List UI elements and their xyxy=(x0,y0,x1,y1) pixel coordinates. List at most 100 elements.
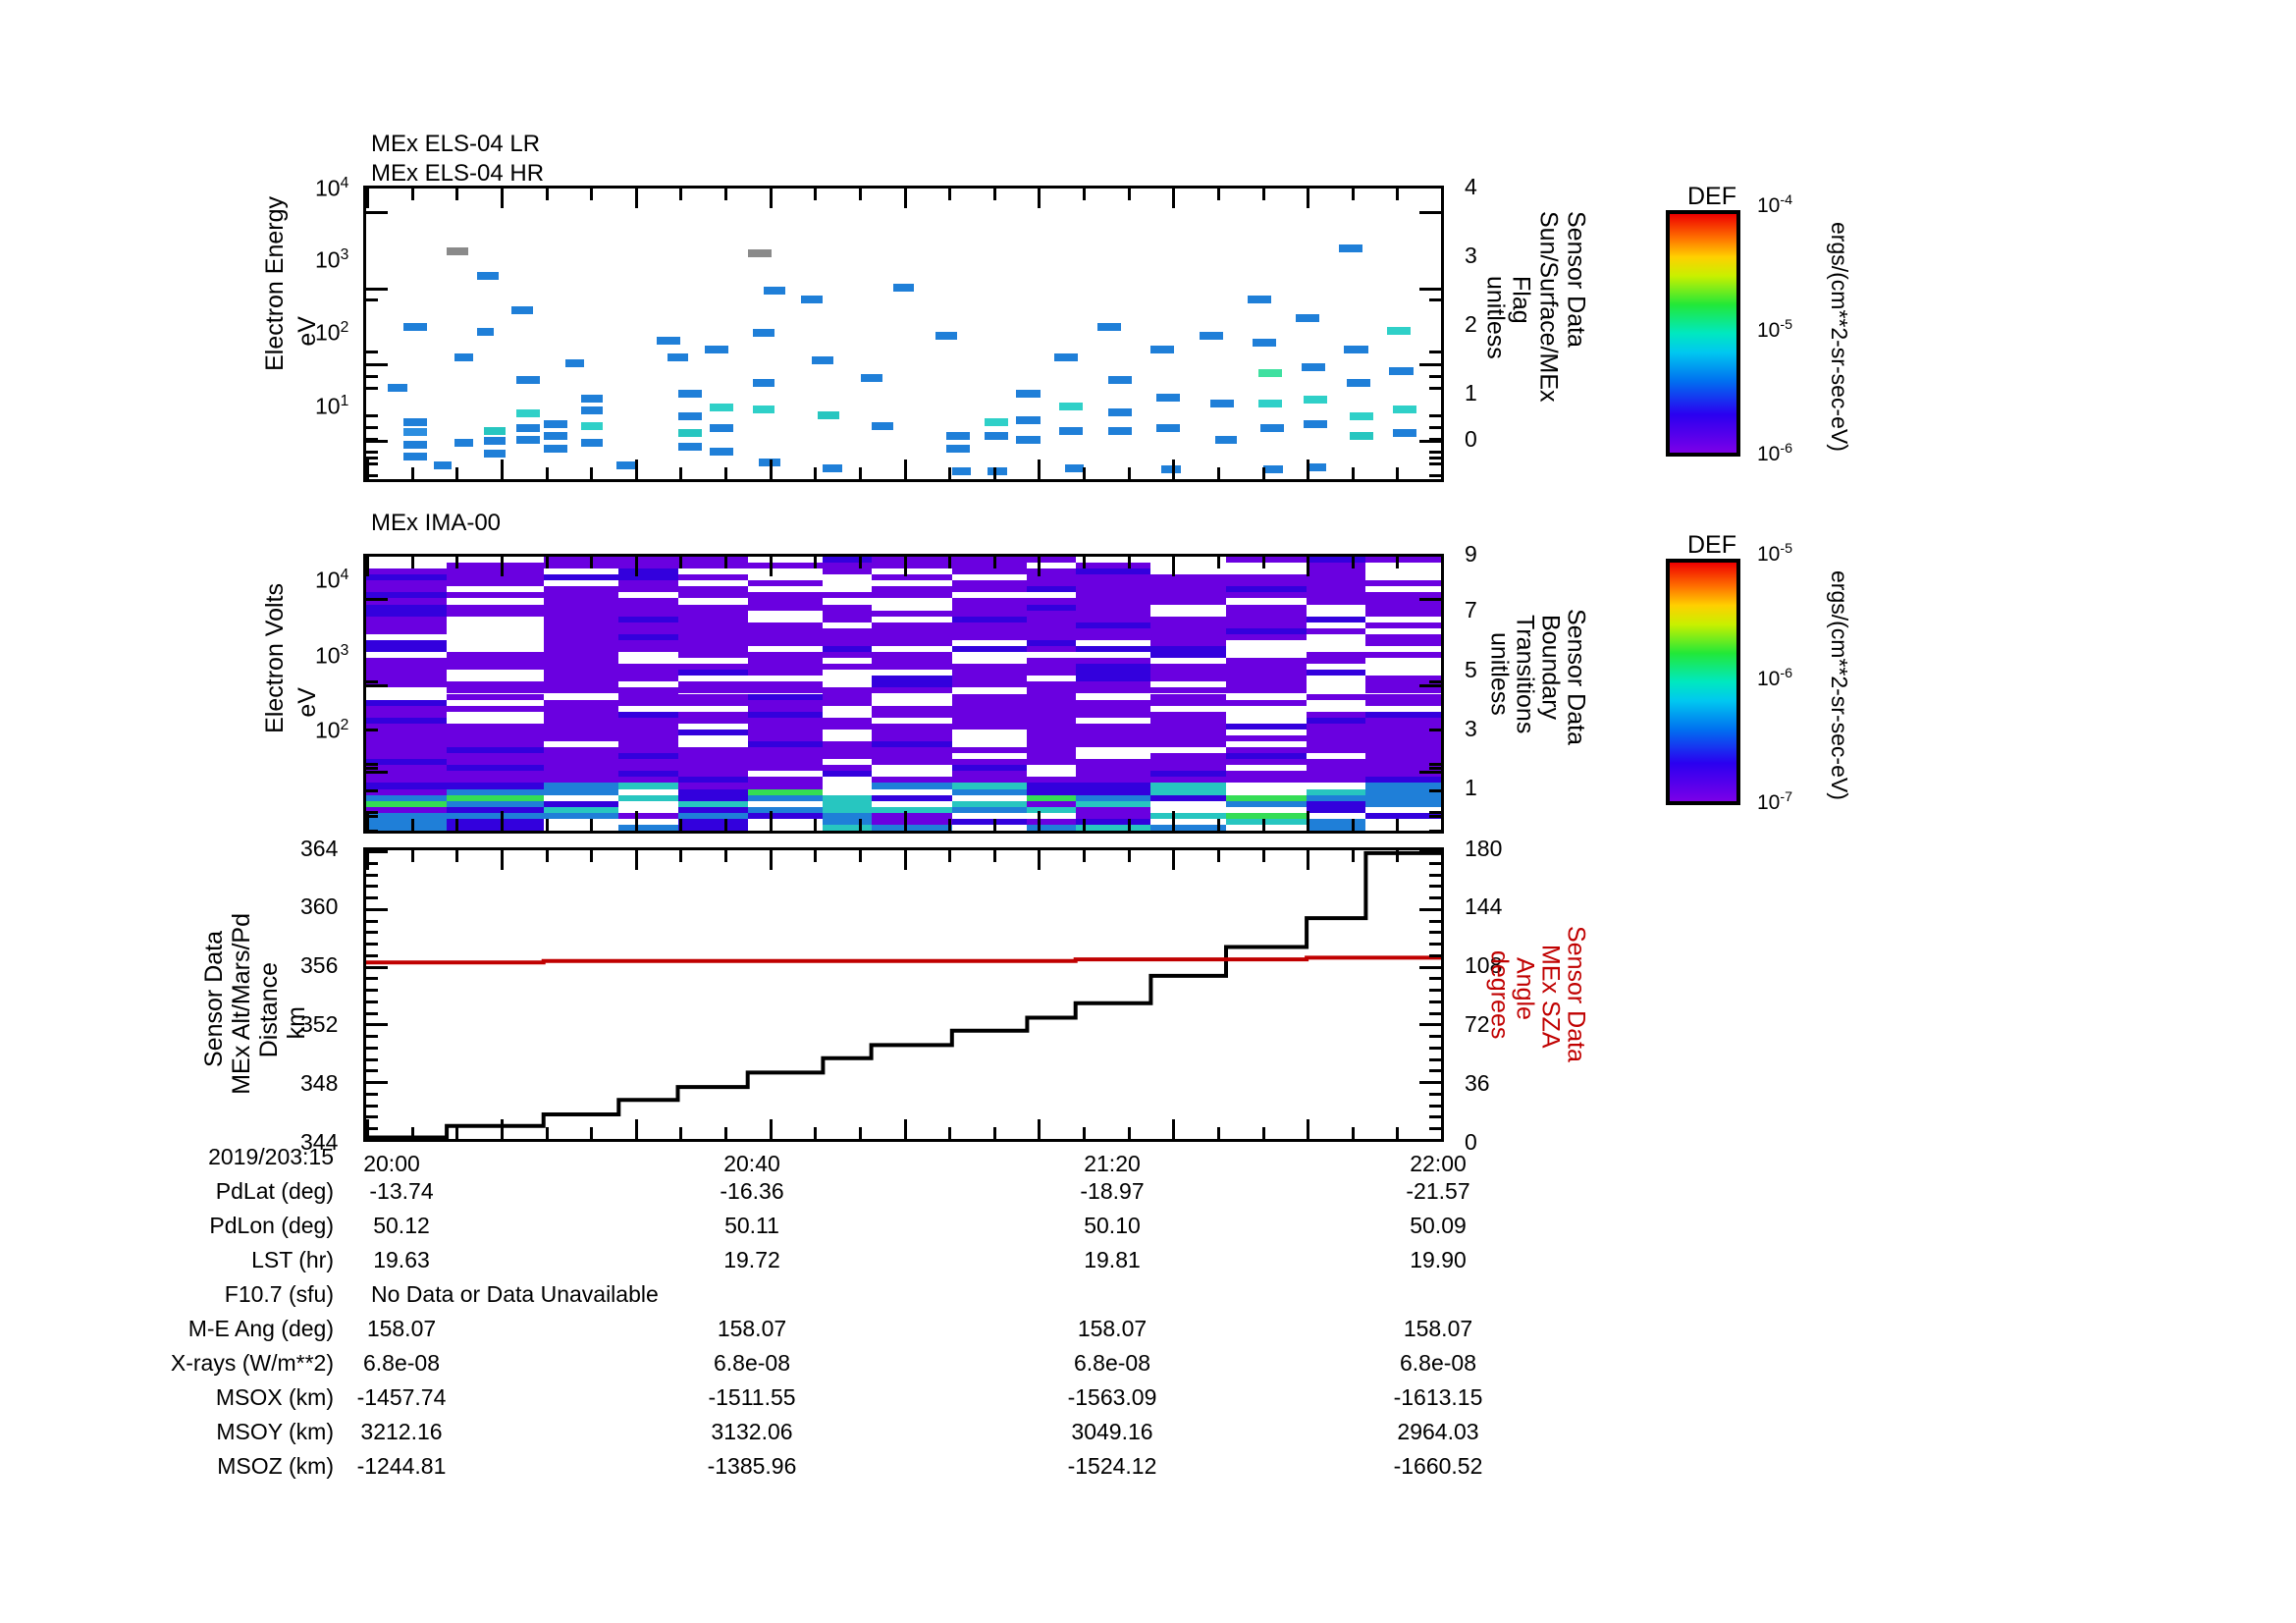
axis-tick xyxy=(1429,1057,1441,1061)
spectrogram-cell xyxy=(677,788,748,795)
spectrogram-cell xyxy=(677,557,748,569)
axis-tick xyxy=(769,189,773,208)
spectrogram-cell xyxy=(823,463,843,472)
spectrogram-cell xyxy=(1155,424,1180,433)
spectrogram-cell xyxy=(677,412,702,421)
spectrogram-cell xyxy=(871,705,952,712)
axis-tick xyxy=(724,850,727,862)
spectrogram-cell xyxy=(1226,616,1308,622)
axis-tick xyxy=(1429,1000,1441,1003)
ephemeris-cell: 3049.16 xyxy=(1071,1419,1153,1444)
spectrogram-cell xyxy=(823,812,872,819)
axis-tick xyxy=(366,811,378,815)
axis-tick xyxy=(1172,557,1176,576)
panel-2-right-tick-1: 1 xyxy=(1465,775,1477,800)
spectrogram-cell xyxy=(1226,723,1308,730)
axis-tick xyxy=(1441,189,1444,208)
panel-3-altitude-sza[interactable] xyxy=(363,847,1444,1142)
axis-tick xyxy=(1429,811,1441,815)
spectrogram-cell xyxy=(677,622,748,634)
spectrogram-cell xyxy=(1027,633,1076,640)
spectrogram-cell xyxy=(871,676,952,682)
axis-tick xyxy=(769,460,773,479)
spectrogram-cell xyxy=(447,246,469,255)
axis-tick xyxy=(769,1119,773,1139)
axis-tick xyxy=(366,811,369,831)
axis-tick xyxy=(366,861,378,865)
axis-tick xyxy=(366,1119,369,1139)
axis-tick xyxy=(1038,460,1041,479)
spectrogram-cell xyxy=(677,759,748,766)
spectrogram-cell xyxy=(987,467,1007,476)
ephemeris-cell: -21.57 xyxy=(1406,1178,1470,1204)
spectrogram-cell xyxy=(823,771,872,778)
panel-1-right-tick-3: 3 xyxy=(1465,243,1477,268)
spectrogram-cell xyxy=(892,283,915,292)
spectrogram-cell xyxy=(1075,586,1151,593)
spectrogram-cell xyxy=(823,699,872,706)
spectrogram-cell xyxy=(1307,462,1326,471)
axis-tick xyxy=(366,1092,378,1096)
axis-tick xyxy=(366,1069,378,1073)
spectrogram-cell xyxy=(667,352,689,361)
axis-tick xyxy=(1429,896,1441,900)
axis-tick xyxy=(410,819,414,831)
spectrogram-cell xyxy=(1027,818,1076,825)
panel-1-spectrogram-els[interactable] xyxy=(363,186,1444,482)
spectrogram-cell xyxy=(484,437,507,446)
panel-3-ytick-364: 364 xyxy=(300,836,339,861)
axis-tick xyxy=(1419,597,1441,601)
spectrogram-cell xyxy=(801,295,824,303)
spectrogram-cell xyxy=(1107,426,1132,435)
axis-tick xyxy=(1083,189,1086,200)
panel-2-ytick-10e2: 102 xyxy=(315,717,349,743)
spectrogram-cell xyxy=(677,604,748,611)
axis-tick xyxy=(1307,811,1310,831)
axis-tick xyxy=(1429,885,1441,889)
spectrogram-cell xyxy=(951,759,1028,766)
axis-tick xyxy=(1429,931,1441,935)
spectrogram-cell xyxy=(1307,759,1366,766)
axis-tick xyxy=(366,850,369,870)
spectrogram-cell xyxy=(1199,332,1223,341)
spectrogram-cell xyxy=(1150,723,1226,730)
axis-tick xyxy=(366,683,388,687)
axis-tick xyxy=(1127,819,1131,831)
spectrogram-cell xyxy=(1075,633,1151,640)
spectrogram-cell xyxy=(871,592,952,599)
axis-tick xyxy=(1429,814,1441,818)
spectrogram-cell xyxy=(618,734,678,748)
spectrogram-cell xyxy=(618,824,678,831)
axis-tick xyxy=(1429,729,1441,732)
spectrogram-cell xyxy=(747,812,824,819)
spectrogram-cell xyxy=(677,443,702,452)
panel-2-right-tick-7: 7 xyxy=(1465,597,1477,622)
colorbar-2-tick-top: 10-5 xyxy=(1757,541,1793,566)
ephemeris-cell: 50.12 xyxy=(373,1213,430,1238)
axis-tick xyxy=(1419,965,1441,969)
spectrogram-cell xyxy=(1365,604,1441,611)
axis-tick xyxy=(1261,189,1265,200)
axis-tick xyxy=(1261,850,1265,862)
spectrogram-cell xyxy=(1150,765,1226,772)
axis-tick xyxy=(1429,425,1441,429)
spectrogram-cell xyxy=(1150,711,1226,718)
spectrogram-cell xyxy=(543,699,619,706)
axis-tick xyxy=(769,811,773,831)
spectrogram-cell xyxy=(1016,435,1041,444)
axis-tick xyxy=(1038,850,1041,870)
axis-tick xyxy=(858,1127,862,1139)
spectrogram-cell xyxy=(1150,741,1226,748)
axis-tick xyxy=(814,467,818,479)
axis-tick xyxy=(1429,953,1441,957)
axis-tick xyxy=(1419,1081,1441,1085)
ephemeris-cell: 3212.16 xyxy=(360,1419,443,1444)
spectrogram-cell xyxy=(1150,812,1226,819)
spectrogram-cell xyxy=(366,586,448,593)
axis-tick xyxy=(410,557,414,568)
panel-2-spectrogram-ima[interactable] xyxy=(363,554,1444,834)
spectrogram-cell xyxy=(1075,563,1151,569)
spectrogram-cell xyxy=(543,616,619,622)
axis-tick xyxy=(590,189,594,200)
line-plot-svg xyxy=(366,850,1441,1139)
